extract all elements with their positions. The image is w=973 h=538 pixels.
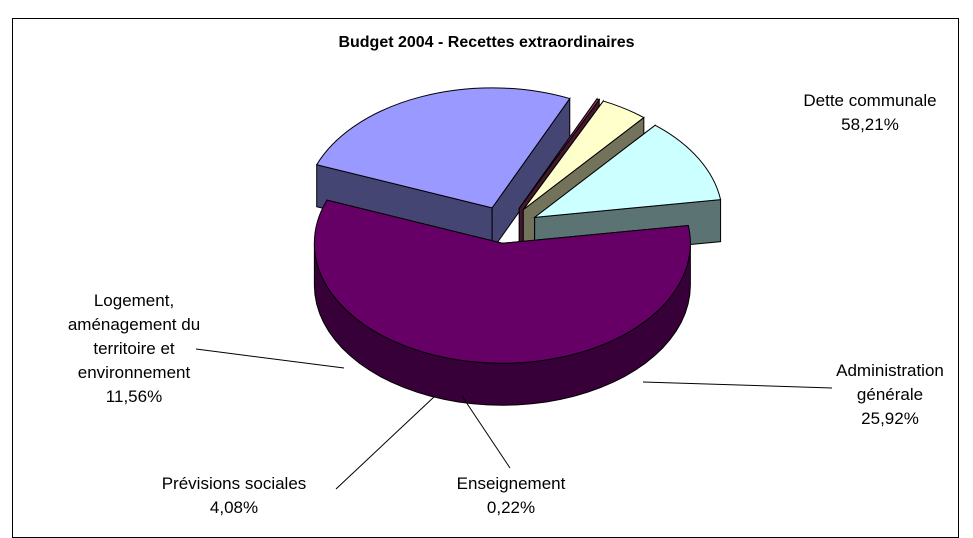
label-dette-communale-name: Dette communale: [803, 91, 937, 110]
pie-chart: [195, 87, 833, 490]
label-administration-generale-line1: Administration: [836, 361, 944, 380]
pie-slice-0: [313, 199, 691, 364]
label-logement-line1: Logement,: [93, 291, 175, 310]
label-previsions-sociales: Prévisions sociales 4,08%: [134, 472, 334, 520]
label-administration-generale: Administration générale 25,92%: [800, 359, 973, 431]
label-logement-pct: 11,56%: [105, 387, 163, 406]
label-administration-generale-line2: générale: [856, 385, 924, 404]
pie-slice-1: [315, 87, 571, 209]
label-administration-generale-pct: 25,92%: [861, 409, 919, 428]
chart-title: Budget 2004 - Recettes extraordinaires: [338, 34, 635, 51]
leader-line-2: [335, 395, 436, 490]
label-enseignement-pct: 0,22%: [486, 498, 536, 517]
label-logement-line4: environnement: [77, 363, 191, 382]
pie-slice-3: [522, 100, 645, 211]
label-dette-communale-pct: 58,21%: [841, 115, 899, 134]
label-previsions-sociales-pct: 4,08%: [209, 498, 259, 517]
label-enseignement-name: Enseignement: [456, 474, 566, 493]
label-previsions-sociales-name: Prévisions sociales: [161, 474, 307, 493]
label-logement-line3: territoire et: [93, 339, 175, 358]
pie-slice-4: [532, 124, 722, 219]
leader-line-0: [642, 381, 833, 389]
label-logement-line2: aménagement du: [67, 315, 201, 334]
leader-line-1: [461, 395, 511, 469]
label-dette-communale: Dette communale 58,21%: [780, 89, 960, 137]
leader-line-3: [195, 348, 345, 369]
label-logement: Logement, aménagement du territoire et e…: [34, 289, 234, 409]
label-enseignement: Enseignement 0,22%: [431, 472, 591, 520]
pie-slice-2: [518, 98, 601, 209]
